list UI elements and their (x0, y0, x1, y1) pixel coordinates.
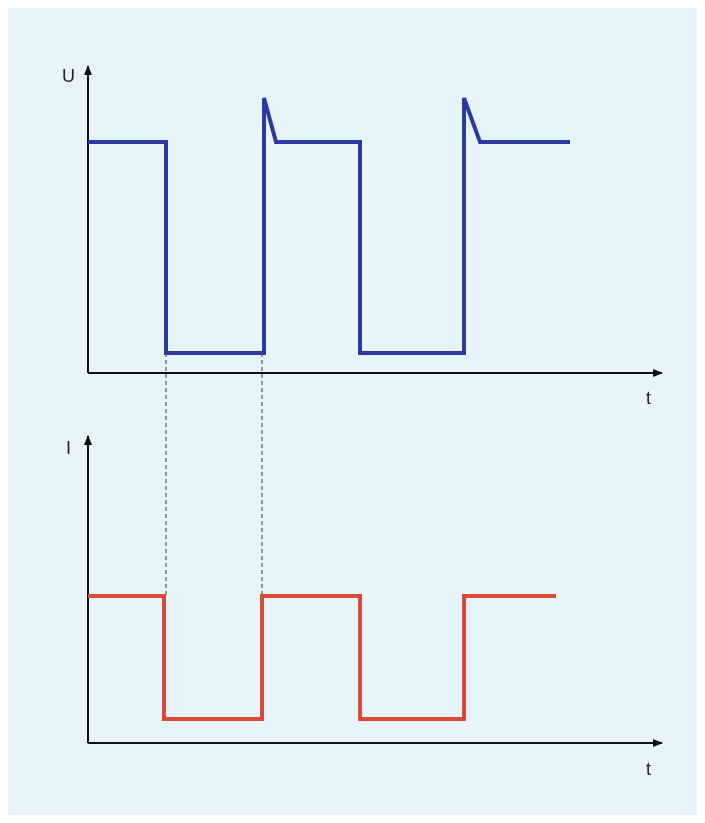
voltage-waveform (88, 97, 570, 355)
top-y-axis-label: U (62, 66, 75, 86)
current-waveform (88, 594, 556, 721)
bottom-y-axis-label: I (66, 438, 71, 458)
bottom-x-axis-label: t (646, 759, 651, 779)
top-x-axis-label: t (646, 388, 651, 408)
